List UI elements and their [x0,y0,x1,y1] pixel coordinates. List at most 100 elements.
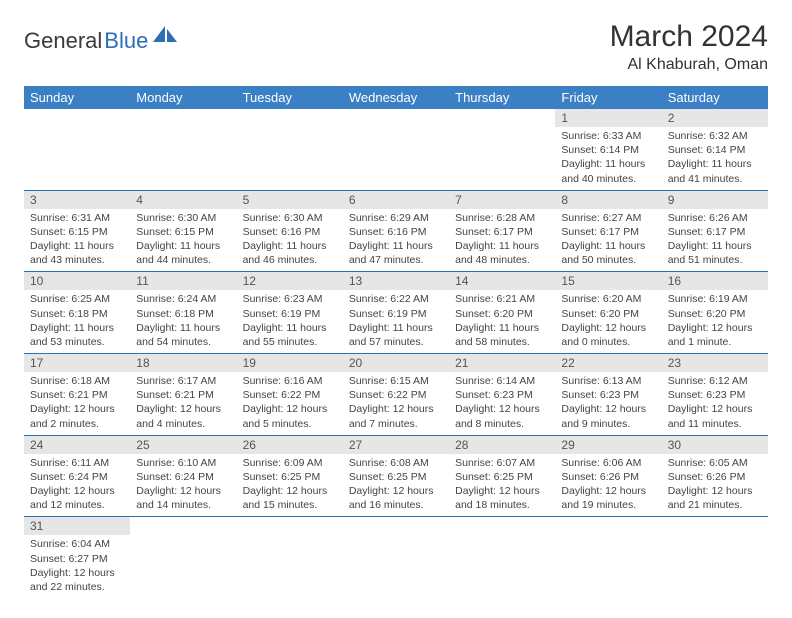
day-details: Sunrise: 6:11 AMSunset: 6:24 PMDaylight:… [24,454,130,517]
sunset: Sunset: 6:19 PM [243,307,337,321]
day-number: 8 [555,191,661,209]
day-details: Sunrise: 6:13 AMSunset: 6:23 PMDaylight:… [555,372,661,435]
sunset: Sunset: 6:20 PM [561,307,655,321]
sunset: Sunset: 6:17 PM [668,225,762,239]
header: GeneralBlue March 2024 Al Khaburah, Oman [24,20,768,74]
calendar-row: 3Sunrise: 6:31 AMSunset: 6:15 PMDaylight… [24,190,768,272]
day-cell: 31Sunrise: 6:04 AMSunset: 6:27 PMDayligh… [24,517,130,598]
sunset: Sunset: 6:17 PM [455,225,549,239]
sunrise: Sunrise: 6:31 AM [30,211,124,225]
day-cell: 22Sunrise: 6:13 AMSunset: 6:23 PMDayligh… [555,354,661,436]
day-cell: 24Sunrise: 6:11 AMSunset: 6:24 PMDayligh… [24,435,130,517]
empty-cell [449,517,555,598]
daylight: Daylight: 12 hours and 14 minutes. [136,484,230,512]
daylight: Daylight: 12 hours and 9 minutes. [561,402,655,430]
empty-cell [449,109,555,190]
sunset: Sunset: 6:17 PM [561,225,655,239]
day-cell: 17Sunrise: 6:18 AMSunset: 6:21 PMDayligh… [24,354,130,436]
day-cell: 9Sunrise: 6:26 AMSunset: 6:17 PMDaylight… [662,190,768,272]
day-number: 9 [662,191,768,209]
day-number: 4 [130,191,236,209]
sunset: Sunset: 6:20 PM [455,307,549,321]
sunrise: Sunrise: 6:08 AM [349,456,443,470]
daylight: Daylight: 12 hours and 2 minutes. [30,402,124,430]
daylight: Daylight: 12 hours and 8 minutes. [455,402,549,430]
day-details: Sunrise: 6:33 AMSunset: 6:14 PMDaylight:… [555,127,661,190]
sunrise: Sunrise: 6:14 AM [455,374,549,388]
empty-cell [237,109,343,190]
sunrise: Sunrise: 6:05 AM [668,456,762,470]
sunset: Sunset: 6:26 PM [668,470,762,484]
day-cell: 10Sunrise: 6:25 AMSunset: 6:18 PMDayligh… [24,272,130,354]
daylight: Daylight: 11 hours and 57 minutes. [349,321,443,349]
sunset: Sunset: 6:21 PM [136,388,230,402]
day-cell: 14Sunrise: 6:21 AMSunset: 6:20 PMDayligh… [449,272,555,354]
sunrise: Sunrise: 6:27 AM [561,211,655,225]
day-cell: 25Sunrise: 6:10 AMSunset: 6:24 PMDayligh… [130,435,236,517]
day-details: Sunrise: 6:27 AMSunset: 6:17 PMDaylight:… [555,209,661,272]
day-number: 30 [662,436,768,454]
calendar-row: 24Sunrise: 6:11 AMSunset: 6:24 PMDayligh… [24,435,768,517]
empty-cell [237,517,343,598]
sunset: Sunset: 6:14 PM [668,143,762,157]
day-header: Tuesday [237,86,343,109]
daylight: Daylight: 11 hours and 55 minutes. [243,321,337,349]
day-details: Sunrise: 6:30 AMSunset: 6:16 PMDaylight:… [237,209,343,272]
day-details: Sunrise: 6:21 AMSunset: 6:20 PMDaylight:… [449,290,555,353]
day-cell: 7Sunrise: 6:28 AMSunset: 6:17 PMDaylight… [449,190,555,272]
daylight: Daylight: 11 hours and 46 minutes. [243,239,337,267]
day-details: Sunrise: 6:18 AMSunset: 6:21 PMDaylight:… [24,372,130,435]
daylight: Daylight: 11 hours and 53 minutes. [30,321,124,349]
day-cell: 4Sunrise: 6:30 AMSunset: 6:15 PMDaylight… [130,190,236,272]
empty-cell [662,517,768,598]
calendar-row: 17Sunrise: 6:18 AMSunset: 6:21 PMDayligh… [24,354,768,436]
sunset: Sunset: 6:19 PM [349,307,443,321]
sunset: Sunset: 6:23 PM [455,388,549,402]
sunset: Sunset: 6:22 PM [349,388,443,402]
logo-sail-icon [152,25,178,43]
day-cell: 21Sunrise: 6:14 AMSunset: 6:23 PMDayligh… [449,354,555,436]
sunrise: Sunrise: 6:07 AM [455,456,549,470]
logo: GeneralBlue [24,20,178,54]
sunrise: Sunrise: 6:26 AM [668,211,762,225]
day-number: 18 [130,354,236,372]
day-details: Sunrise: 6:09 AMSunset: 6:25 PMDaylight:… [237,454,343,517]
day-number: 1 [555,109,661,127]
sunset: Sunset: 6:25 PM [455,470,549,484]
daylight: Daylight: 11 hours and 40 minutes. [561,157,655,185]
sunset: Sunset: 6:16 PM [243,225,337,239]
daylight: Daylight: 11 hours and 43 minutes. [30,239,124,267]
day-cell: 19Sunrise: 6:16 AMSunset: 6:22 PMDayligh… [237,354,343,436]
sunset: Sunset: 6:25 PM [349,470,443,484]
day-cell: 20Sunrise: 6:15 AMSunset: 6:22 PMDayligh… [343,354,449,436]
day-header-row: Sunday Monday Tuesday Wednesday Thursday… [24,86,768,109]
daylight: Daylight: 12 hours and 22 minutes. [30,566,124,594]
day-cell: 29Sunrise: 6:06 AMSunset: 6:26 PMDayligh… [555,435,661,517]
sunset: Sunset: 6:24 PM [136,470,230,484]
day-number: 2 [662,109,768,127]
sunrise: Sunrise: 6:12 AM [668,374,762,388]
day-number: 22 [555,354,661,372]
day-details: Sunrise: 6:14 AMSunset: 6:23 PMDaylight:… [449,372,555,435]
day-cell: 2Sunrise: 6:32 AMSunset: 6:14 PMDaylight… [662,109,768,190]
day-cell: 13Sunrise: 6:22 AMSunset: 6:19 PMDayligh… [343,272,449,354]
sunset: Sunset: 6:15 PM [136,225,230,239]
day-details: Sunrise: 6:05 AMSunset: 6:26 PMDaylight:… [662,454,768,517]
sunset: Sunset: 6:27 PM [30,552,124,566]
daylight: Daylight: 12 hours and 15 minutes. [243,484,337,512]
calendar-table: Sunday Monday Tuesday Wednesday Thursday… [24,86,768,598]
day-details: Sunrise: 6:28 AMSunset: 6:17 PMDaylight:… [449,209,555,272]
day-cell: 30Sunrise: 6:05 AMSunset: 6:26 PMDayligh… [662,435,768,517]
day-number: 20 [343,354,449,372]
day-cell: 3Sunrise: 6:31 AMSunset: 6:15 PMDaylight… [24,190,130,272]
daylight: Daylight: 12 hours and 21 minutes. [668,484,762,512]
day-cell: 6Sunrise: 6:29 AMSunset: 6:16 PMDaylight… [343,190,449,272]
day-details: Sunrise: 6:16 AMSunset: 6:22 PMDaylight:… [237,372,343,435]
day-header: Saturday [662,86,768,109]
day-number: 10 [24,272,130,290]
sunrise: Sunrise: 6:06 AM [561,456,655,470]
sunset: Sunset: 6:18 PM [30,307,124,321]
day-details: Sunrise: 6:23 AMSunset: 6:19 PMDaylight:… [237,290,343,353]
empty-cell [343,517,449,598]
sunset: Sunset: 6:26 PM [561,470,655,484]
